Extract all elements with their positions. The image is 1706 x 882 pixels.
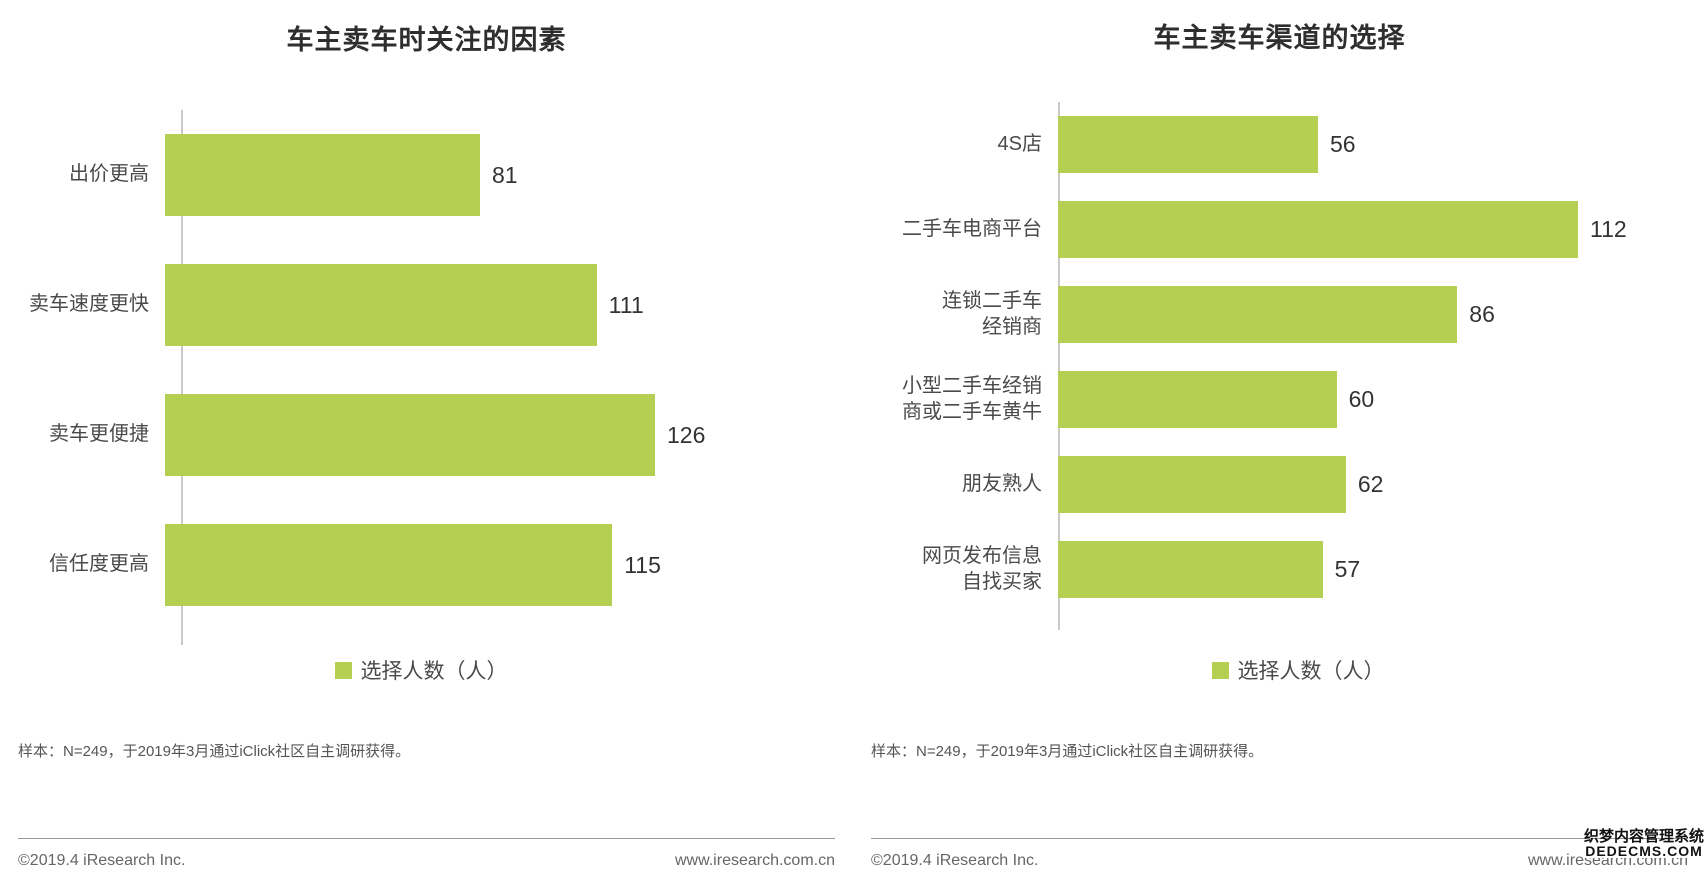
legend-label-left: 选择人数（人）	[360, 660, 508, 683]
legend-swatch-icon	[334, 661, 352, 679]
bar-track: 112	[1058, 187, 1706, 272]
bar-row: 卖车速度更快 111	[0, 240, 853, 370]
category-label: 小型二手车经销 商或二手车黄牛	[902, 374, 1042, 423]
bar-track: 115	[165, 500, 853, 630]
bar-row: 网页发布信息 自找买家 57	[853, 527, 1706, 612]
y-axis-line-right	[1058, 102, 1060, 630]
bar-track: 86	[1058, 272, 1706, 357]
bar[interactable]	[1058, 541, 1323, 598]
bar-value-label: 60	[1348, 386, 1375, 412]
bar[interactable]	[165, 394, 655, 476]
bar-value-label: 115	[624, 551, 661, 578]
bar[interactable]	[165, 264, 597, 346]
bar-track: 56	[1058, 102, 1706, 187]
website-left: www.iresearch.com.cn	[674, 852, 835, 869]
bar-rows-left: 出价更高 81 卖车速度更快 111 卖车更便捷 126 信任度更高 115	[0, 80, 853, 630]
bar[interactable]	[165, 134, 480, 216]
category-label: 连锁二手车 经销商	[942, 289, 1042, 338]
bar-value-label: 112	[1590, 216, 1627, 242]
chart-panel-right: 车主卖车渠道的选择 4S店 56 二手车电商平台 112 连锁二手车 经销商 86 小型二手…	[853, 0, 1706, 882]
sample-note-left: 样本：N=249，于2019年3月通过iClick社区自主调研获得。	[18, 743, 411, 760]
category-label: 朋友熟人	[962, 472, 1042, 495]
footer-divider-left	[18, 838, 835, 839]
bar[interactable]	[165, 524, 613, 606]
category-label: 信任度更高	[49, 553, 149, 576]
bar-row: 二手车电商平台 112	[853, 187, 1706, 272]
bar-value-label: 126	[667, 421, 706, 448]
dedecms-watermark: 织梦内容管理系统 DEDECMS.COM	[1583, 828, 1704, 859]
bar-row: 信任度更高 115	[0, 500, 853, 630]
bar-value-label: 57	[1334, 556, 1361, 582]
watermark-cn-text: 织梦内容管理系统	[1583, 828, 1704, 845]
bar[interactable]	[1058, 201, 1578, 258]
plot-area-right: 4S店 56 二手车电商平台 112 连锁二手车 经销商 86 小型二手车经销 商或二手车黄…	[853, 80, 1706, 640]
bar[interactable]	[1058, 456, 1346, 513]
footer-divider-right	[871, 838, 1688, 839]
legend-left: 选择人数（人）	[181, 655, 661, 685]
bar-track: 126	[165, 370, 853, 500]
bar-value-label: 56	[1330, 131, 1356, 157]
copyright-left: ©2019.4 iResearch Inc.	[18, 852, 186, 869]
legend-swatch-icon	[1211, 661, 1229, 679]
category-label: 卖车速度更快	[29, 293, 149, 316]
bar-row: 卖车更便捷 126	[0, 370, 853, 500]
footer-left: ©2019.4 iResearch Inc. www.iresearch.com…	[18, 852, 835, 870]
bar[interactable]	[1058, 116, 1318, 173]
category-label: 二手车电商平台	[902, 217, 1042, 240]
plot-area-left: 出价更高 81 卖车速度更快 111 卖车更便捷 126 信任度更高 115	[0, 80, 853, 645]
bar-row: 朋友熟人 62	[853, 442, 1706, 527]
legend-label-right: 选择人数（人）	[1237, 660, 1385, 683]
y-axis-line-left	[181, 110, 183, 645]
bar-value-label: 86	[1469, 301, 1495, 327]
category-label: 4S店	[997, 132, 1042, 155]
category-label: 网页发布信息 自找买家	[922, 544, 1042, 593]
bar-track: 57	[1058, 527, 1706, 612]
bar-row: 出价更高 81	[0, 110, 853, 240]
footer-right: ©2019.4 iResearch Inc. www.iresearch.com…	[871, 852, 1688, 870]
category-label: 卖车更便捷	[49, 423, 149, 446]
bar-rows-right: 4S店 56 二手车电商平台 112 连锁二手车 经销商 86 小型二手车经销 商或二手车黄…	[853, 80, 1706, 612]
sample-note-right: 样本：N=249，于2019年3月通过iClick社区自主调研获得。	[871, 743, 1264, 760]
bar-row: 连锁二手车 经销商 86	[853, 272, 1706, 357]
chart-panel-left: 车主卖车时关注的因素 出价更高 81 卖车速度更快 111 卖车更便捷 126 信任度更高 1…	[0, 25, 853, 870]
watermark-en-text: DEDECMS.COM	[1583, 843, 1704, 859]
bar-track: 62	[1058, 442, 1706, 527]
bar-track: 81	[165, 110, 853, 240]
chart-title-right: 车主卖车渠道的选择	[1153, 23, 1406, 53]
bar-value-label: 62	[1357, 471, 1384, 497]
bar-track: 60	[1058, 357, 1706, 442]
bar-row: 4S店 56	[853, 102, 1706, 187]
chart-title-left: 车主卖车时关注的因素	[286, 25, 567, 55]
category-label: 出价更高	[69, 163, 149, 186]
bar-value-label: 111	[608, 291, 644, 318]
legend-right: 选择人数（人）	[1058, 655, 1538, 685]
bar-track: 111	[165, 240, 853, 370]
bar-value-label: 81	[492, 161, 518, 188]
bar[interactable]	[1058, 371, 1337, 428]
bar-row: 小型二手车经销 商或二手车黄牛 60	[853, 357, 1706, 442]
copyright-right: ©2019.4 iResearch Inc.	[871, 852, 1039, 869]
bar[interactable]	[1058, 286, 1458, 343]
